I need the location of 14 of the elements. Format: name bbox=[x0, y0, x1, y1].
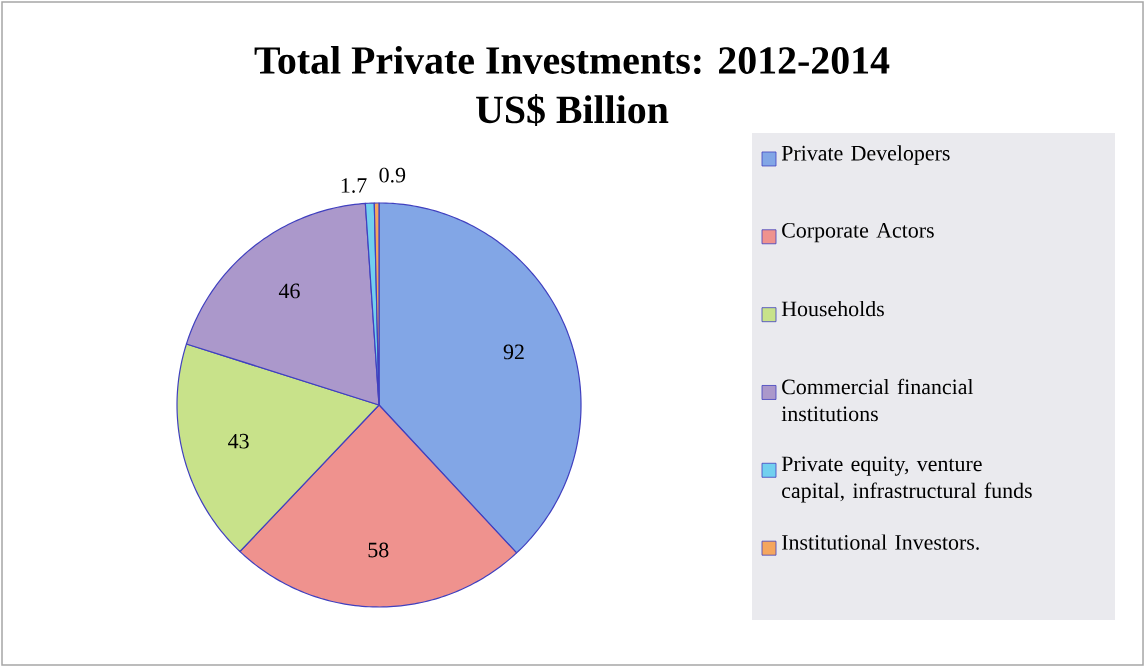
data-label: 43 bbox=[228, 433, 249, 449]
legend-label: Institutional Investors. bbox=[782, 534, 979, 550]
data-label: 0.9 bbox=[379, 167, 406, 183]
legend-label: Private Developers bbox=[781, 145, 950, 166]
data-label: 58 bbox=[368, 542, 389, 558]
legend-label: Households bbox=[781, 300, 884, 317]
data-label: 1.7 bbox=[341, 178, 367, 193]
data-label: 92 bbox=[503, 344, 524, 360]
legend-label: Commercial financial institutions bbox=[781, 378, 974, 422]
data-label: 46 bbox=[278, 283, 300, 299]
chart-subtitle: US$ Billion bbox=[476, 94, 669, 126]
legend-label: Corporate Actors bbox=[782, 222, 934, 243]
chart-title: Total Private Investments: 2012-2014 bbox=[254, 45, 890, 75]
legend-label: Private equity, venture capital, infrastructural funds bbox=[781, 456, 1032, 503]
